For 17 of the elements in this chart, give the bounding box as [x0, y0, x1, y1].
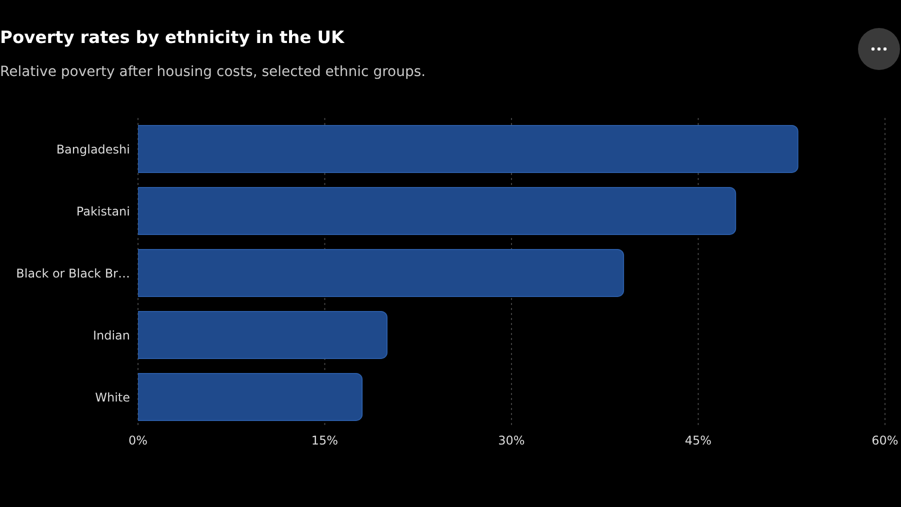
x-tick-label: 0% [128, 434, 148, 448]
bar [138, 310, 388, 359]
bar [138, 124, 798, 173]
x-tick-label: 60% [872, 434, 898, 448]
y-tick-label: Bangladeshi [56, 142, 130, 156]
y-tick-label: Indian [92, 328, 130, 342]
y-tick-label: White [95, 390, 130, 404]
bar [138, 186, 736, 235]
chart-title: Poverty rates by ethnicity in the UK [0, 28, 344, 48]
bar [138, 372, 363, 421]
x-tick-label: 15% [311, 434, 338, 448]
y-tick-label: Black or Black Br… [16, 266, 130, 280]
y-tick-label: Pakistani [76, 204, 130, 218]
chart-subtitle: Relative poverty after housing costs, selected ethnic groups. [0, 64, 426, 80]
x-tick-label: 30% [498, 434, 525, 448]
bar [138, 248, 624, 297]
x-tick-label: 45% [684, 434, 712, 448]
